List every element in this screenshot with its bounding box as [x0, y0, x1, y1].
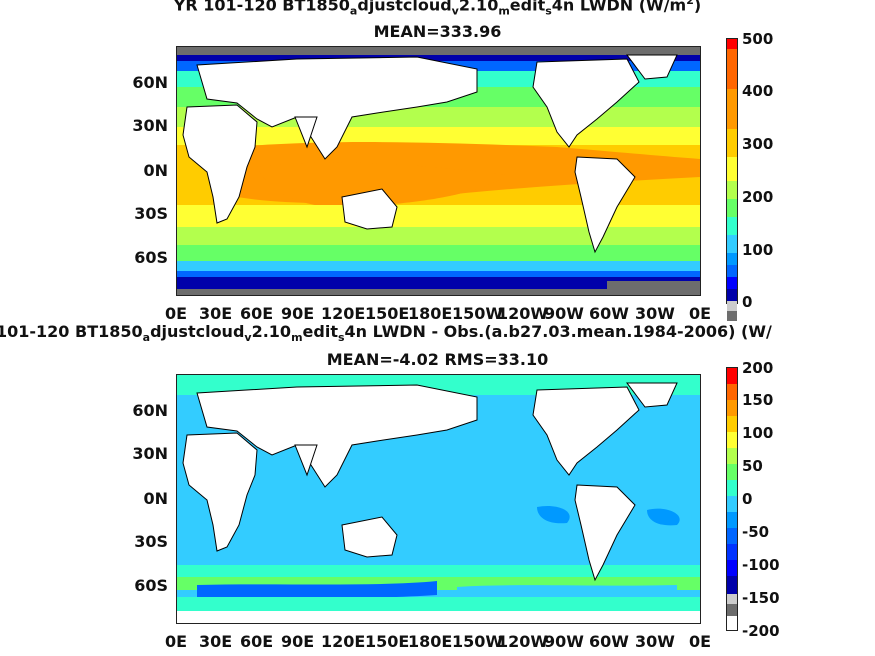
- lon-label: 30E: [199, 632, 233, 651]
- lon-label: 60E: [240, 304, 274, 323]
- panel1-colorbar-tick: 200: [742, 188, 774, 206]
- panel2-colorbar-tick: 150: [742, 391, 774, 409]
- lon-label: 0E: [165, 304, 188, 323]
- panel2-title: 101-120 BT1850adjustcloudv2.10medits4n L…: [0, 322, 772, 345]
- lon-label: 90E: [281, 304, 315, 323]
- lon-label: 150W: [452, 632, 504, 651]
- panel1-colorbar-tick: 500: [742, 30, 774, 48]
- lon-label: 90W: [544, 632, 584, 651]
- lon-label: 120W: [497, 304, 549, 323]
- lon-label: 60W: [589, 632, 629, 651]
- panel2-colorbar-tick: -200: [742, 622, 780, 640]
- panel1-lat-label: 30S: [134, 204, 168, 223]
- panel2-colorbar-tick: -100: [742, 556, 780, 574]
- lon-label: 90E: [281, 632, 315, 651]
- lon-label: 60W: [589, 304, 629, 323]
- panel2-colorbar-tick: -50: [742, 523, 770, 541]
- panel2-lat-label: 0N: [143, 489, 168, 508]
- panel2-map: [176, 374, 701, 624]
- panel2-colorbar-tick: 200: [742, 359, 774, 377]
- panel1-title: YR 101-120 BT1850adjustcloudv2.10medits4…: [173, 0, 702, 18]
- panel1-colorbar: [726, 38, 738, 321]
- lon-label: 90W: [544, 304, 584, 323]
- lon-label: 120E: [321, 632, 366, 651]
- lon-label: 60E: [240, 632, 274, 651]
- lon-label: 180E: [408, 304, 453, 323]
- lon-label: 30W: [635, 632, 675, 651]
- lon-label: 150W: [452, 304, 504, 323]
- panel1-lat-label: 60S: [134, 248, 168, 267]
- panel2-lat-label: 30N: [132, 444, 168, 463]
- panel1-lat-label: 30N: [132, 116, 168, 135]
- panel2-lat-label: 60S: [134, 576, 168, 595]
- lon-label: 30E: [199, 304, 233, 323]
- panel2-colorbar: [726, 367, 738, 631]
- panel2-colorbar-tick: 50: [742, 457, 763, 475]
- panel1-colorbar-tick: 400: [742, 82, 774, 100]
- lon-label: 0E: [689, 632, 712, 651]
- lon-label: 30W: [635, 304, 675, 323]
- panel1-colorbar-tick: 0: [742, 293, 753, 311]
- lon-label: 0E: [165, 632, 188, 651]
- panel1-landmasses: [182, 54, 678, 254]
- panel1-subtitle: MEAN=333.96: [373, 22, 502, 41]
- panel1-map: [176, 46, 701, 296]
- panel2-lat-label: 60N: [132, 401, 168, 420]
- panel2-landmasses: [182, 382, 678, 582]
- lon-label: 150E: [365, 304, 410, 323]
- panel2-colorbar-tick: 100: [742, 424, 774, 442]
- panel1-colorbar-tick: 300: [742, 135, 774, 153]
- panel2-colorbar-tick: 0: [742, 490, 753, 508]
- panel2-colorbar-tick: -150: [742, 589, 780, 607]
- lon-label: 0E: [689, 304, 712, 323]
- lon-label: 120E: [321, 304, 366, 323]
- panel1-colorbar-tick: 100: [742, 241, 774, 259]
- lon-label: 180E: [408, 632, 453, 651]
- panel1-lat-label: 60N: [132, 73, 168, 92]
- lon-label: 120W: [497, 632, 549, 651]
- panel2-subtitle: MEAN=-4.02 RMS=33.10: [326, 350, 549, 369]
- panel2-lat-label: 30S: [134, 532, 168, 551]
- panel1-lat-label: 0N: [143, 161, 168, 180]
- lon-label: 150E: [365, 632, 410, 651]
